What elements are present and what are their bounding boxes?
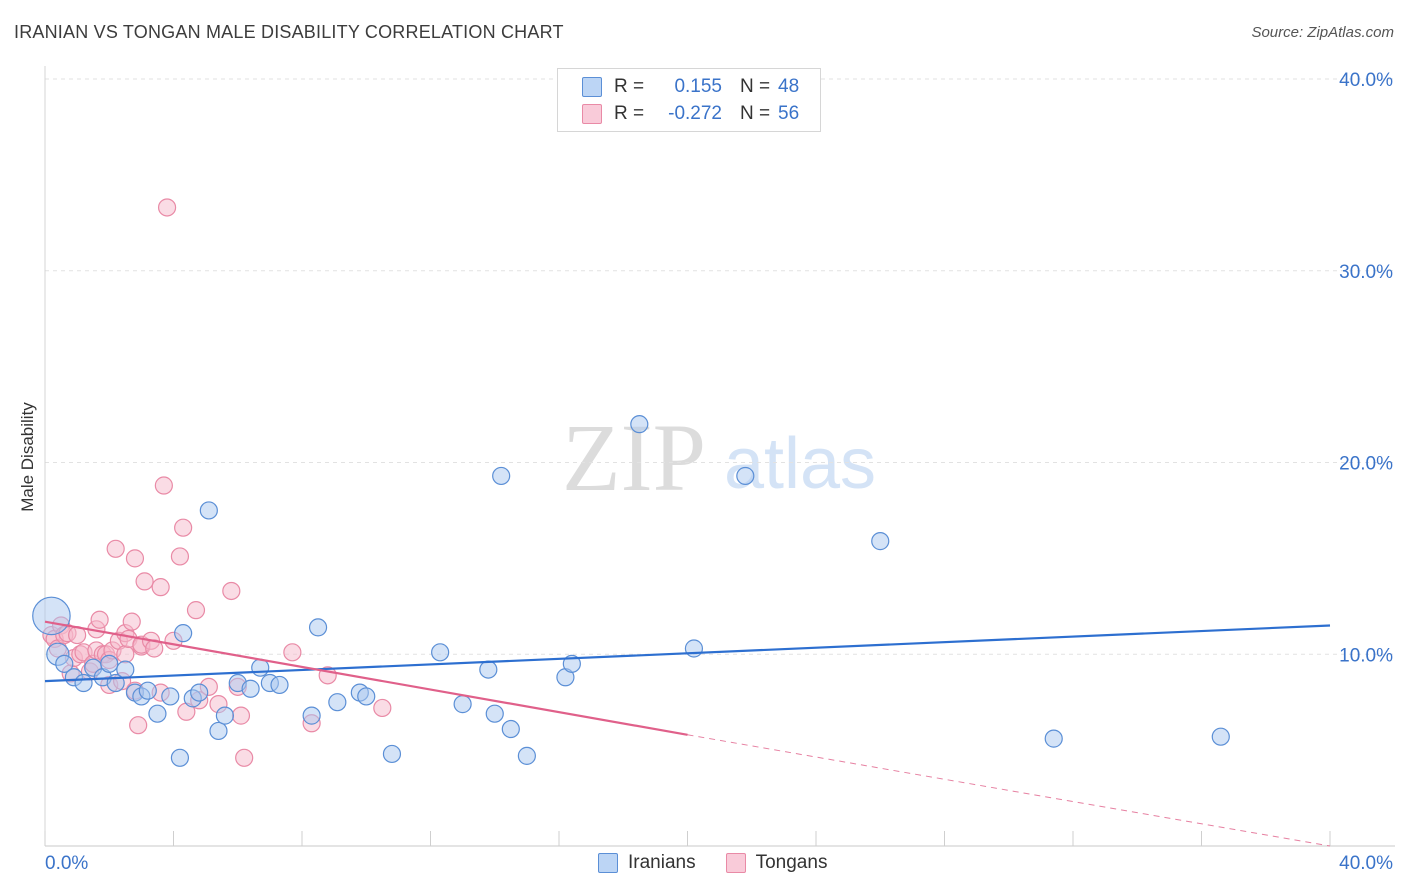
iranians-point-35 [479, 660, 498, 679]
iranians-point-24 [251, 658, 270, 677]
iranians-point-37 [485, 704, 504, 723]
x-tick-label-max: 40.0% [1339, 853, 1393, 874]
iranians-point-39 [517, 746, 536, 765]
legend-item-iranians[interactable]: Iranians [598, 852, 696, 874]
iranians-point-13 [148, 704, 167, 723]
iranians-swatch [598, 853, 618, 873]
tongans-point-27 [122, 612, 141, 631]
axes [44, 66, 1395, 847]
iranians-point-4 [74, 673, 93, 693]
iranians-point-16 [174, 624, 193, 643]
iranians-swatch [582, 77, 602, 97]
iranians-point-31 [357, 687, 376, 706]
iranians-point-41 [562, 654, 581, 673]
iranians-point-18 [190, 683, 209, 702]
iranians-point-38 [501, 719, 520, 739]
n-value: 48 [778, 76, 800, 97]
iranians-point-36 [492, 466, 511, 486]
tick-labels: 10.0% 20.0% 30.0% 40.0% 0.0% 40.0% [45, 70, 1393, 874]
tongans-point-52 [283, 643, 302, 662]
iranians-point-23 [241, 679, 260, 698]
iranians-point-47 [1211, 727, 1230, 746]
tongans-point-38 [154, 476, 173, 495]
tongans-point-42 [174, 518, 193, 537]
r-value: 0.155 [674, 76, 722, 97]
tongans-swatch [582, 104, 602, 124]
tongans-point-44 [186, 601, 206, 620]
iranians-point-33 [431, 643, 450, 662]
y-tick-label-1: 20.0% [1339, 454, 1393, 475]
tongans-swatch [725, 853, 746, 873]
tongans-point-48 [222, 581, 241, 601]
iranians-point-2 [55, 654, 74, 673]
r-value: -0.272 [668, 103, 722, 124]
iranians-point-12 [138, 681, 157, 700]
iranians-point-15 [170, 748, 190, 767]
iranians-point-43 [684, 639, 704, 658]
iranians-point-14 [161, 687, 180, 706]
iranians-point-28 [308, 618, 328, 637]
x-tick-label-min: 0.0% [45, 853, 88, 874]
legend-row-tongans: R = -0.272 N = 56 [582, 101, 799, 127]
tongans-point-39 [157, 198, 177, 217]
correlation-legend: R = 0.155 N = 48 R = -0.272 N = 56 [557, 68, 821, 132]
y-tick-label-3: 40.0% [1339, 70, 1393, 91]
iranians-point-44 [736, 466, 755, 486]
tongans-point-21 [106, 539, 125, 558]
r-label: R = [614, 103, 645, 124]
tongans-point-33 [135, 572, 154, 591]
n-value: 56 [778, 103, 800, 124]
legend-item-tongans[interactable]: Tongans [725, 852, 828, 874]
tongans-trend-line [44, 620, 688, 736]
iranians-point-0 [32, 596, 71, 636]
legend-label-iranians: Iranians [628, 852, 696, 873]
watermark: ZIP atlas [562, 404, 876, 511]
iranians-point-45 [871, 532, 890, 551]
iranians-point-20 [209, 721, 228, 741]
series-legend: Iranians Tongans [598, 852, 857, 874]
legend-label-tongans: Tongans [755, 852, 828, 873]
iranians-point-32 [382, 744, 402, 764]
y-tick-label-0: 10.0% [1339, 645, 1393, 666]
iranians-point-29 [328, 693, 347, 712]
iranians-point-27 [302, 706, 321, 725]
iranians-point-26 [270, 675, 289, 695]
tongans-point-24 [116, 645, 135, 664]
watermark-atlas: atlas [724, 424, 876, 504]
y-tick-label-2: 30.0% [1339, 262, 1393, 283]
n-label: N = [740, 103, 771, 124]
trend-lines [44, 620, 1331, 847]
tongans-point-50 [231, 706, 251, 725]
tongans-point-36 [151, 578, 170, 597]
iranians-trend-line [44, 624, 1331, 683]
tongans-point-29 [125, 549, 145, 568]
grid [45, 78, 1395, 655]
tongans-point-55 [373, 698, 392, 718]
tongans-point-15 [90, 610, 109, 629]
iranians-point-7 [100, 654, 119, 673]
iranians-points [32, 415, 1230, 767]
iranians-point-19 [199, 501, 218, 520]
iranians-point-46 [1044, 729, 1063, 748]
tongans-point-51 [235, 748, 254, 767]
source-label: Source: ZipAtlas.com [1251, 24, 1394, 41]
chart-title: IRANIAN VS TONGAN MALE DISABILITY CORREL… [14, 22, 564, 42]
tongans-point-30 [129, 716, 148, 735]
iranians-point-21 [215, 706, 234, 725]
iranians-point-34 [453, 695, 472, 714]
tongans-trend-extension [687, 734, 1331, 847]
n-label: N = [740, 76, 771, 97]
iranians-point-9 [116, 660, 135, 679]
iranians-point-42 [630, 415, 649, 434]
r-label: R = [614, 76, 645, 97]
legend-row-iranians: R = 0.155 N = 48 [582, 74, 799, 100]
tongans-point-41 [170, 547, 190, 566]
